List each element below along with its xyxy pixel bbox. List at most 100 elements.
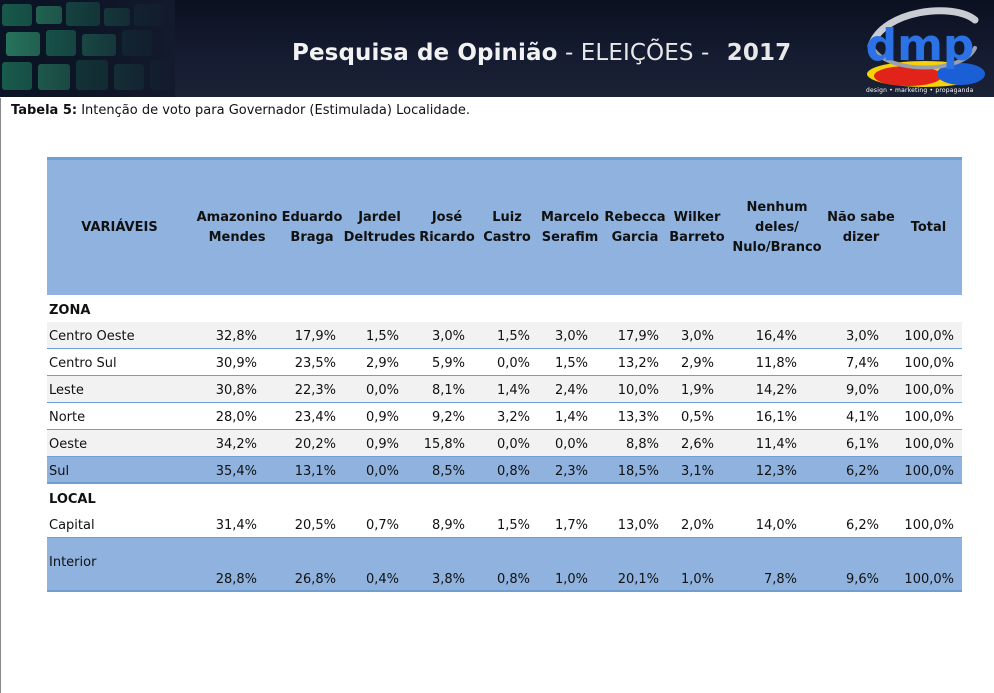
column-header: Nenhum deles/Nulo/Branco: [727, 160, 827, 295]
column-header-line: Não sabe: [827, 209, 895, 225]
column-header-line: deles/: [755, 219, 799, 235]
table-cell: 1,4%: [496, 383, 530, 398]
table-cell: 1,7%: [554, 518, 588, 533]
table-cell: 1,5%: [365, 329, 399, 344]
results-table: VARIÁVEIS Amazonino Mendes Eduardo Braga Jard…: [47, 157, 962, 592]
column-header: Total: [895, 160, 962, 295]
table-cell: 17,9%: [617, 329, 659, 344]
column-header: Luiz Castro: [477, 160, 537, 295]
banner-title-sub: ELEIÇÕES -: [580, 40, 710, 66]
row-divider: [47, 375, 962, 376]
column-header: Marcelo Serafim: [537, 160, 603, 295]
column-header-line: Wilker: [673, 209, 721, 225]
section-row: LOCAL: [47, 484, 962, 511]
table-cell: 16,4%: [755, 329, 797, 344]
table-cell: 14,0%: [755, 518, 797, 533]
table-cell: 9,2%: [431, 410, 465, 425]
table-cell: 10,0%: [617, 383, 659, 398]
column-header: Jardel Deltrudes: [342, 160, 417, 295]
table-cell: 18,5%: [617, 464, 659, 479]
table-cell: 0,0%: [496, 356, 530, 371]
table-cell: 1,0%: [680, 572, 714, 587]
table-cell: 15,8%: [423, 437, 465, 452]
column-header-line: Castro: [483, 229, 531, 245]
table-cell: 7,8%: [763, 572, 797, 587]
table-cell: 11,8%: [755, 356, 797, 371]
row-label: Sul: [49, 464, 70, 479]
table-cell: 0,5%: [680, 410, 714, 425]
table-cell: 8,8%: [625, 437, 659, 452]
column-header-line: Total: [910, 219, 947, 235]
table-cell: 30,9%: [215, 356, 257, 371]
table-cell: 2,4%: [554, 383, 588, 398]
table-cell: 1,0%: [554, 572, 588, 587]
table-cell: 17,9%: [294, 329, 336, 344]
section-title: LOCAL: [49, 492, 96, 507]
row-divider: [47, 590, 962, 592]
table-cell: 9,0%: [845, 383, 879, 398]
table-cell: 23,5%: [294, 356, 336, 371]
table-body: ZONA Centro Oeste 32,8% 17,9% 1,5% 3,0% 1,5% 3,…: [47, 295, 962, 592]
table-row: Capital 31,4% 20,5% 0,7% 8,9% 1,5% 1,7% 13,0% 2,…: [47, 511, 962, 538]
logo-text: dmp: [866, 20, 975, 71]
page-left-border: [0, 98, 1, 693]
table-cell: 13,0%: [617, 518, 659, 533]
row-label: Centro Oeste: [49, 329, 135, 344]
table-cell: 4,1%: [845, 410, 879, 425]
column-header-line: Jardel: [358, 209, 401, 225]
table-cell: 31,4%: [215, 518, 257, 533]
table-cell: 34,2%: [215, 437, 257, 452]
row-divider: [47, 456, 962, 457]
table-cell: 0,0%: [496, 437, 530, 452]
row-divider: [47, 537, 962, 538]
table-cell: 8,5%: [431, 464, 465, 479]
column-header: Rebecca Garcia: [603, 160, 667, 295]
caption-text: Intenção de voto para Governador (Estimu…: [77, 103, 471, 118]
table-row: Norte 28,0% 23,4% 0,9% 9,2% 3,2% 1,4% 13,3% 0,5%…: [47, 403, 962, 430]
table-cell: 0,0%: [365, 464, 399, 479]
table-cell: 2,9%: [680, 356, 714, 371]
table-cell: 7,4%: [845, 356, 879, 371]
table-cell: 8,1%: [431, 383, 465, 398]
table-cell: 2,9%: [365, 356, 399, 371]
table-cell: 0,0%: [554, 437, 588, 452]
table-cell: 0,8%: [496, 572, 530, 587]
table-cell: 6,2%: [845, 464, 879, 479]
banner-title: Pesquisa de Opinião - ELEIÇÕES - 2017: [292, 40, 791, 66]
column-header-line: Marcelo: [540, 209, 600, 225]
row-label: Leste: [49, 383, 84, 398]
table-cell: 23,4%: [294, 410, 336, 425]
table-cell: 100,0%: [904, 464, 954, 479]
table-cell: 13,3%: [617, 410, 659, 425]
table-cell: 12,3%: [755, 464, 797, 479]
table-cell: 100,0%: [904, 518, 954, 533]
table-cell: 3,1%: [680, 464, 714, 479]
table-cell: 1,9%: [680, 383, 714, 398]
table-header: VARIÁVEIS Amazonino Mendes Eduardo Braga Jard…: [47, 157, 962, 295]
column-header-line: Ricardo: [419, 229, 475, 245]
table-cell: 32,8%: [215, 329, 257, 344]
table-cell: 3,2%: [496, 410, 530, 425]
column-header-line: Mendes: [208, 229, 266, 245]
column-header: Eduardo Braga: [282, 160, 343, 295]
banner-decoration: [0, 0, 175, 97]
table-cell: 1,5%: [496, 329, 530, 344]
column-header-line: Nulo/Branco: [732, 239, 822, 255]
column-header-line: Amazonino: [196, 209, 278, 225]
table-cell: 13,2%: [617, 356, 659, 371]
table-cell: 5,9%: [431, 356, 465, 371]
table-cell: 20,1%: [617, 572, 659, 587]
table-cell: 0,7%: [365, 518, 399, 533]
section-title: ZONA: [49, 303, 91, 318]
table-cell: 100,0%: [904, 356, 954, 371]
column-header-line: José: [431, 209, 463, 225]
row-label: Capital: [49, 518, 95, 533]
table-cell: 35,4%: [215, 464, 257, 479]
row-label: Oeste: [49, 437, 88, 452]
table-cell: 0,8%: [496, 464, 530, 479]
table-cell: 2,6%: [680, 437, 714, 452]
table-cell: 0,4%: [365, 572, 399, 587]
caption-prefix: Tabela 5:: [11, 103, 78, 118]
table-cell: 3,8%: [431, 572, 465, 587]
table-cell: 1,5%: [554, 356, 588, 371]
